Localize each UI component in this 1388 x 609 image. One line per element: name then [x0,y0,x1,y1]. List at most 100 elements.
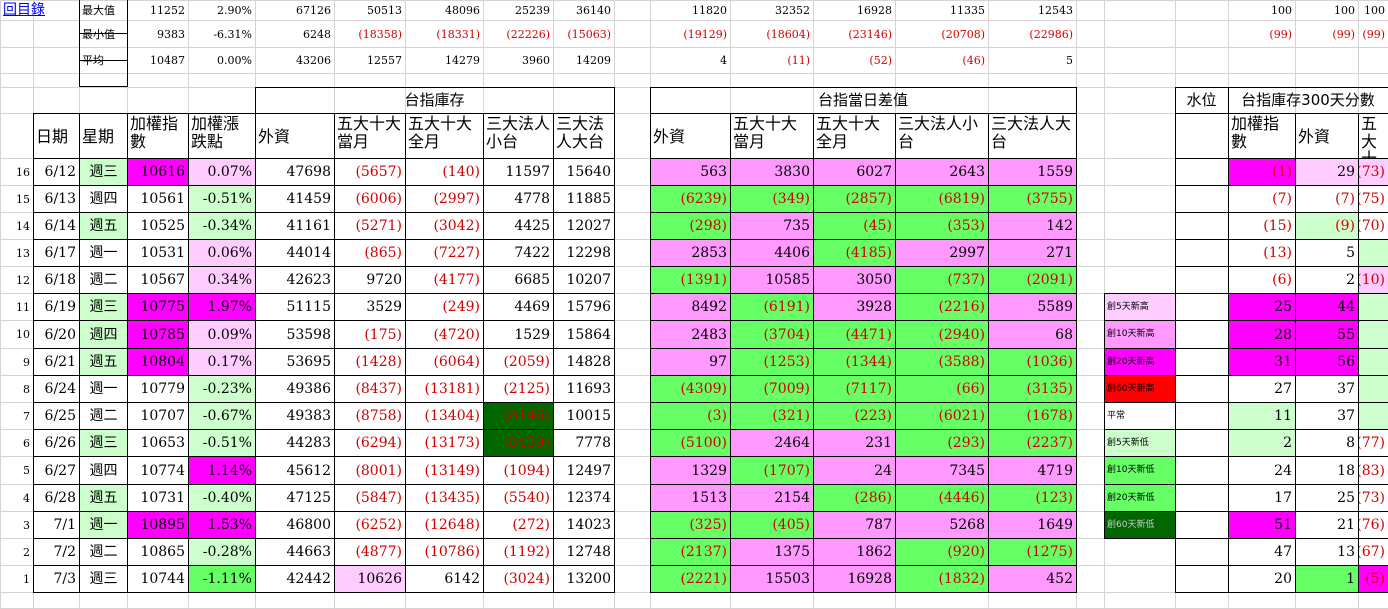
cell-border [33,592,614,593]
date-cell: 7/3 [53,571,76,587]
summary-value: 9383 [157,27,185,41]
legend-item: 平常 [1107,410,1126,421]
diff-three-small-cell: 5268 [896,512,988,538]
summary-value: (99) [1362,27,1385,41]
score-foreign-cell: 8 [1346,435,1355,451]
cell-border [1175,375,1388,376]
row-number: 13 [16,246,30,260]
diff-top10-all-cell: 787 [814,512,895,538]
diff-foreign-cell: (5100) [651,430,730,456]
gridline [0,47,1388,48]
weekday-cell: 週二 [89,544,118,560]
diff-three-small-cell: (353) [896,213,988,239]
foreign-cell: 42623 [286,272,331,288]
diff-three-big-cell: 1559 [989,159,1076,185]
diff-three-small-cell: (4446) [896,485,988,511]
three-big-cell: 14023 [566,517,611,533]
score-foreign-cell: 2 [1346,272,1355,288]
top10-month-cell: (4877) [355,544,402,560]
cell-border [405,113,406,593]
summary-value: 5 [1066,54,1073,67]
legend-item: 創10天新高 [1104,321,1175,348]
score-index-cell: (7) [1272,191,1292,207]
foreign-cell: 44283 [286,435,331,451]
diff-foreign-cell: (6239) [651,186,730,212]
cell-border [650,511,1076,512]
foreign-cell: 49383 [286,408,331,424]
three-small-cell: (2059) [503,354,550,370]
row-number: 11 [16,300,30,314]
back-to-index-link[interactable]: 回目錄 [3,2,45,18]
top10-all-cell: (13404) [424,408,480,424]
three-small-cell: (8439) [484,430,553,456]
summary-value: (19129) [683,27,727,41]
cell-border [1104,429,1175,430]
score-foreign-cell: 56 [1296,349,1358,375]
top10-month-cell: (5657) [355,164,402,180]
header-s-foreign: 外資 [1298,126,1331,146]
foreign-cell: 44663 [286,544,331,560]
change-cell: 1.53% [189,512,255,538]
cell-border [650,565,1076,566]
score-extra-cell [1358,430,1388,456]
row-number: 10 [16,328,30,341]
cell-border [33,293,614,294]
top10-month-cell: (8437) [355,381,402,397]
diff-top10-all-cell: (1344) [814,349,895,375]
index-cell: 10779 [140,381,185,397]
diff-three-big-cell: (3135) [989,376,1076,402]
diff-top10-all-cell: 24 [814,457,895,484]
foreign-cell: 42442 [286,571,331,587]
cell-border [614,87,615,113]
cell-border [988,113,989,593]
cell-border [650,402,1076,403]
cell-border [33,511,614,512]
diff-three-big-cell: 68 [989,321,1076,348]
summary-value: 4 [720,54,727,67]
score-foreign-cell: 44 [1296,294,1358,320]
score-index-cell: 17 [1274,490,1292,506]
cell-border [895,113,896,593]
top10-month-cell: (5847) [355,490,402,506]
cell-border [33,538,614,539]
score-extra-cell [1358,294,1388,320]
weekday-cell: 週三 [80,430,127,456]
three-small-cell: (3024) [503,571,550,587]
summary-value: 67126 [296,4,331,17]
score-extra-cell [1358,403,1388,429]
three-big-cell: 12027 [566,218,611,234]
cell-border [33,565,614,566]
three-big-cell: 13200 [566,571,611,587]
cell-border [33,113,34,593]
date-cell: 6/13 [44,191,76,207]
index-cell: 10616 [128,159,188,185]
foreign-cell: 41161 [286,218,331,234]
summary-value: 11252 [150,4,185,17]
change-cell: 0.34% [189,267,255,293]
score-index-cell: 47 [1274,544,1292,560]
cell-border [33,375,614,376]
three-big-cell: 12374 [566,490,611,506]
cell-border [33,402,614,403]
score-foreign-cell: 21 [1337,517,1355,533]
top10-month-cell: (1428) [355,354,402,370]
diff-top10-month-cell: (405) [731,512,813,538]
cell-border [33,348,614,349]
top10-all-cell: (249) [442,299,480,315]
cell-border [127,0,128,87]
score-foreign-cell: 29 [1296,159,1358,185]
row-number: 9 [23,355,30,369]
summary-value: -6.31% [213,27,252,41]
cell-border [650,375,1076,376]
diff-three-small-cell: 2997 [896,240,988,266]
change-cell: -0.28% [189,539,255,565]
diff-top10-all-cell: (4185) [814,240,895,266]
summary-value: 43206 [296,54,331,67]
summary-value: 6248 [303,27,331,41]
top10-month-cell: (8758) [355,408,402,424]
cell-border [1175,565,1388,566]
score-extra-cell [1358,566,1388,592]
header-d-top10-month: 五大十大當月 [733,114,798,151]
date-cell: 6/20 [44,326,76,343]
score-foreign-cell: 5 [1346,245,1355,261]
